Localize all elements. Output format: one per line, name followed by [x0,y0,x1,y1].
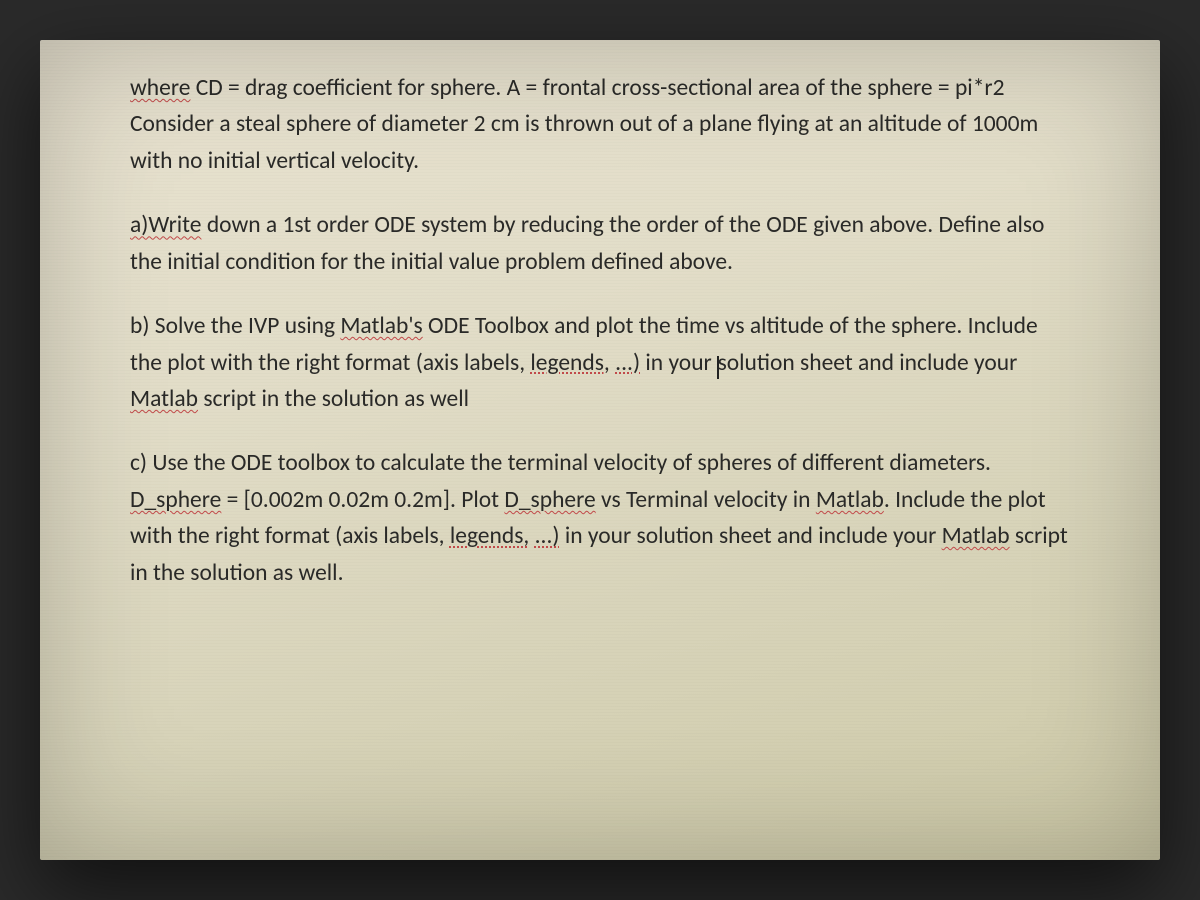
a-rest: down a 1st order ODE system by reducing … [130,211,1044,275]
b-p8: solution sheet and include your [718,349,1018,377]
part-a-paragraph: a)Write down a 1st order ODE system by r… [130,207,1070,280]
a-wavy: a)Write [130,211,202,239]
part-b-paragraph: b) Solve the IVP using Matlab's ODE Tool… [130,308,1070,417]
b-p2: Matlab's [340,312,422,340]
part-c-paragraph: c) Use the ODE toolbox to calculate the … [130,445,1070,591]
b-p7: in your [640,349,717,377]
c-p11: in your solution sheet and include your [560,522,942,550]
c-p1: c) Use the ODE toolbox to calculate the … [130,449,991,477]
b-p1: b) Solve the IVP using [130,312,340,340]
c-p5: vs Terminal velocity in [596,486,816,514]
c-p4: D_sphere [504,486,595,514]
c-p8: legends, [450,522,529,550]
c-p10: ...) [535,522,560,550]
c-p6: Matlab [816,486,884,514]
document-screen: where CD = drag coefficient for sphere. … [40,40,1160,860]
c-p2: D_sphere [130,486,221,514]
text-cursor [717,356,719,379]
b-p10: script in the solution as well [198,385,469,413]
intro-paragraph: where CD = drag coefficient for sphere. … [130,70,1070,179]
document-text: where CD = drag coefficient for sphere. … [130,70,1070,591]
c-p12: Matlab [942,522,1010,550]
b-p4: legends, [530,349,609,377]
b-p9: Matlab [130,385,198,413]
b-p6: ...) [615,349,640,377]
intro-rest: CD = drag coefficient for sphere. A = fr… [130,74,1038,175]
intro-wavy: where [130,74,190,102]
c-p3: = [0.002m 0.02m 0.2m]. Plot [221,486,504,514]
